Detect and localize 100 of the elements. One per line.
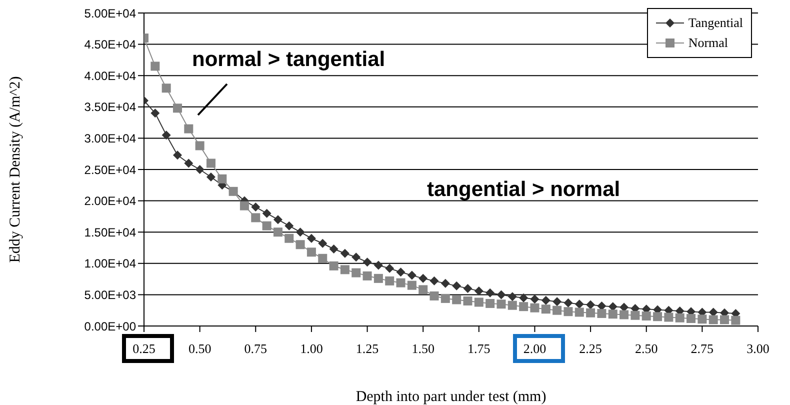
y-tick-label: 3.50E+04 <box>84 100 136 114</box>
point <box>150 62 160 71</box>
point <box>519 302 528 312</box>
point <box>150 108 160 118</box>
point <box>206 172 216 182</box>
point <box>452 281 462 290</box>
point <box>519 293 528 302</box>
point <box>440 278 450 288</box>
point <box>306 248 316 257</box>
point <box>362 258 372 267</box>
point <box>251 202 260 212</box>
point <box>508 300 517 310</box>
x-tick-label: 2.00 <box>523 341 546 356</box>
point <box>642 311 651 320</box>
y-tick-label: 0.00E+00 <box>84 319 136 334</box>
point <box>530 294 540 304</box>
point <box>698 314 707 324</box>
point <box>352 252 361 262</box>
point <box>284 221 294 230</box>
y-tick-label: 3.00E+04 <box>84 131 136 146</box>
point <box>574 300 584 309</box>
point <box>374 260 383 270</box>
point <box>586 300 596 310</box>
point <box>564 307 573 316</box>
y-tick-label: 5.00E+04 <box>84 6 136 20</box>
point <box>396 268 406 277</box>
point <box>630 310 640 320</box>
point <box>496 300 506 309</box>
point <box>172 104 182 113</box>
point <box>675 313 684 322</box>
x-tick-label: 2.75 <box>690 341 714 356</box>
x-tick-label: 1.25 <box>356 341 379 356</box>
point <box>385 276 394 286</box>
point <box>172 150 182 160</box>
point <box>352 268 361 278</box>
point <box>653 312 662 322</box>
point <box>262 208 272 218</box>
x-tick-label: 2.50 <box>634 341 658 356</box>
point <box>463 296 472 306</box>
point <box>329 244 338 254</box>
point <box>362 271 372 280</box>
x-axis-title: Depth into part under test (mm) <box>356 389 546 405</box>
y-tick-label: 5.00E+03 <box>84 288 136 302</box>
point <box>318 238 328 248</box>
point <box>396 278 406 288</box>
point <box>586 308 596 318</box>
legend-label: Tangential <box>688 14 743 32</box>
point <box>340 248 350 258</box>
x-tick-label: 1.75 <box>468 341 490 356</box>
point <box>262 221 272 230</box>
point <box>407 270 416 280</box>
point <box>430 276 439 286</box>
x-tick-label: 2.25 <box>579 341 602 356</box>
point <box>686 314 696 323</box>
y-axis-title: Eddy Current Density (A/m^2) <box>7 76 24 263</box>
point <box>184 124 194 134</box>
point <box>430 291 439 300</box>
point <box>329 261 338 270</box>
point <box>273 228 282 237</box>
point <box>206 158 216 168</box>
point <box>195 141 204 150</box>
point <box>296 240 305 250</box>
legend-label: Normal <box>688 34 728 52</box>
point <box>273 215 282 224</box>
point <box>574 308 584 317</box>
point <box>564 298 573 308</box>
y-tick-label: 4.00E+04 <box>84 68 136 83</box>
x-tick-label: 3.00 <box>746 341 770 356</box>
point <box>418 285 428 294</box>
point <box>597 308 606 318</box>
point <box>184 158 194 168</box>
y-tick-label: 2.50E+04 <box>84 162 136 177</box>
point <box>284 234 294 243</box>
point <box>708 315 718 324</box>
point <box>162 84 171 93</box>
point <box>664 312 674 322</box>
point <box>486 298 495 308</box>
point <box>218 174 227 184</box>
x-tick-label: 0.50 <box>188 341 212 356</box>
point <box>541 296 550 305</box>
point <box>720 315 730 324</box>
y-tick-label: 1.00E+04 <box>84 256 136 271</box>
point <box>195 165 204 174</box>
point <box>486 288 495 298</box>
point <box>452 295 462 304</box>
point <box>296 228 305 237</box>
point <box>530 303 540 312</box>
point <box>620 310 629 320</box>
x-tick-label: 1.00 <box>300 341 323 356</box>
point <box>306 234 316 243</box>
point <box>385 264 394 273</box>
point <box>552 306 562 315</box>
point <box>251 213 260 222</box>
annotation: normal > tangential <box>192 48 386 72</box>
point <box>463 284 472 293</box>
point <box>552 297 562 306</box>
x-tick-label: 0.25 <box>132 341 156 356</box>
annotation: tangential > normal <box>427 178 620 202</box>
point <box>407 280 416 290</box>
point <box>474 298 484 307</box>
